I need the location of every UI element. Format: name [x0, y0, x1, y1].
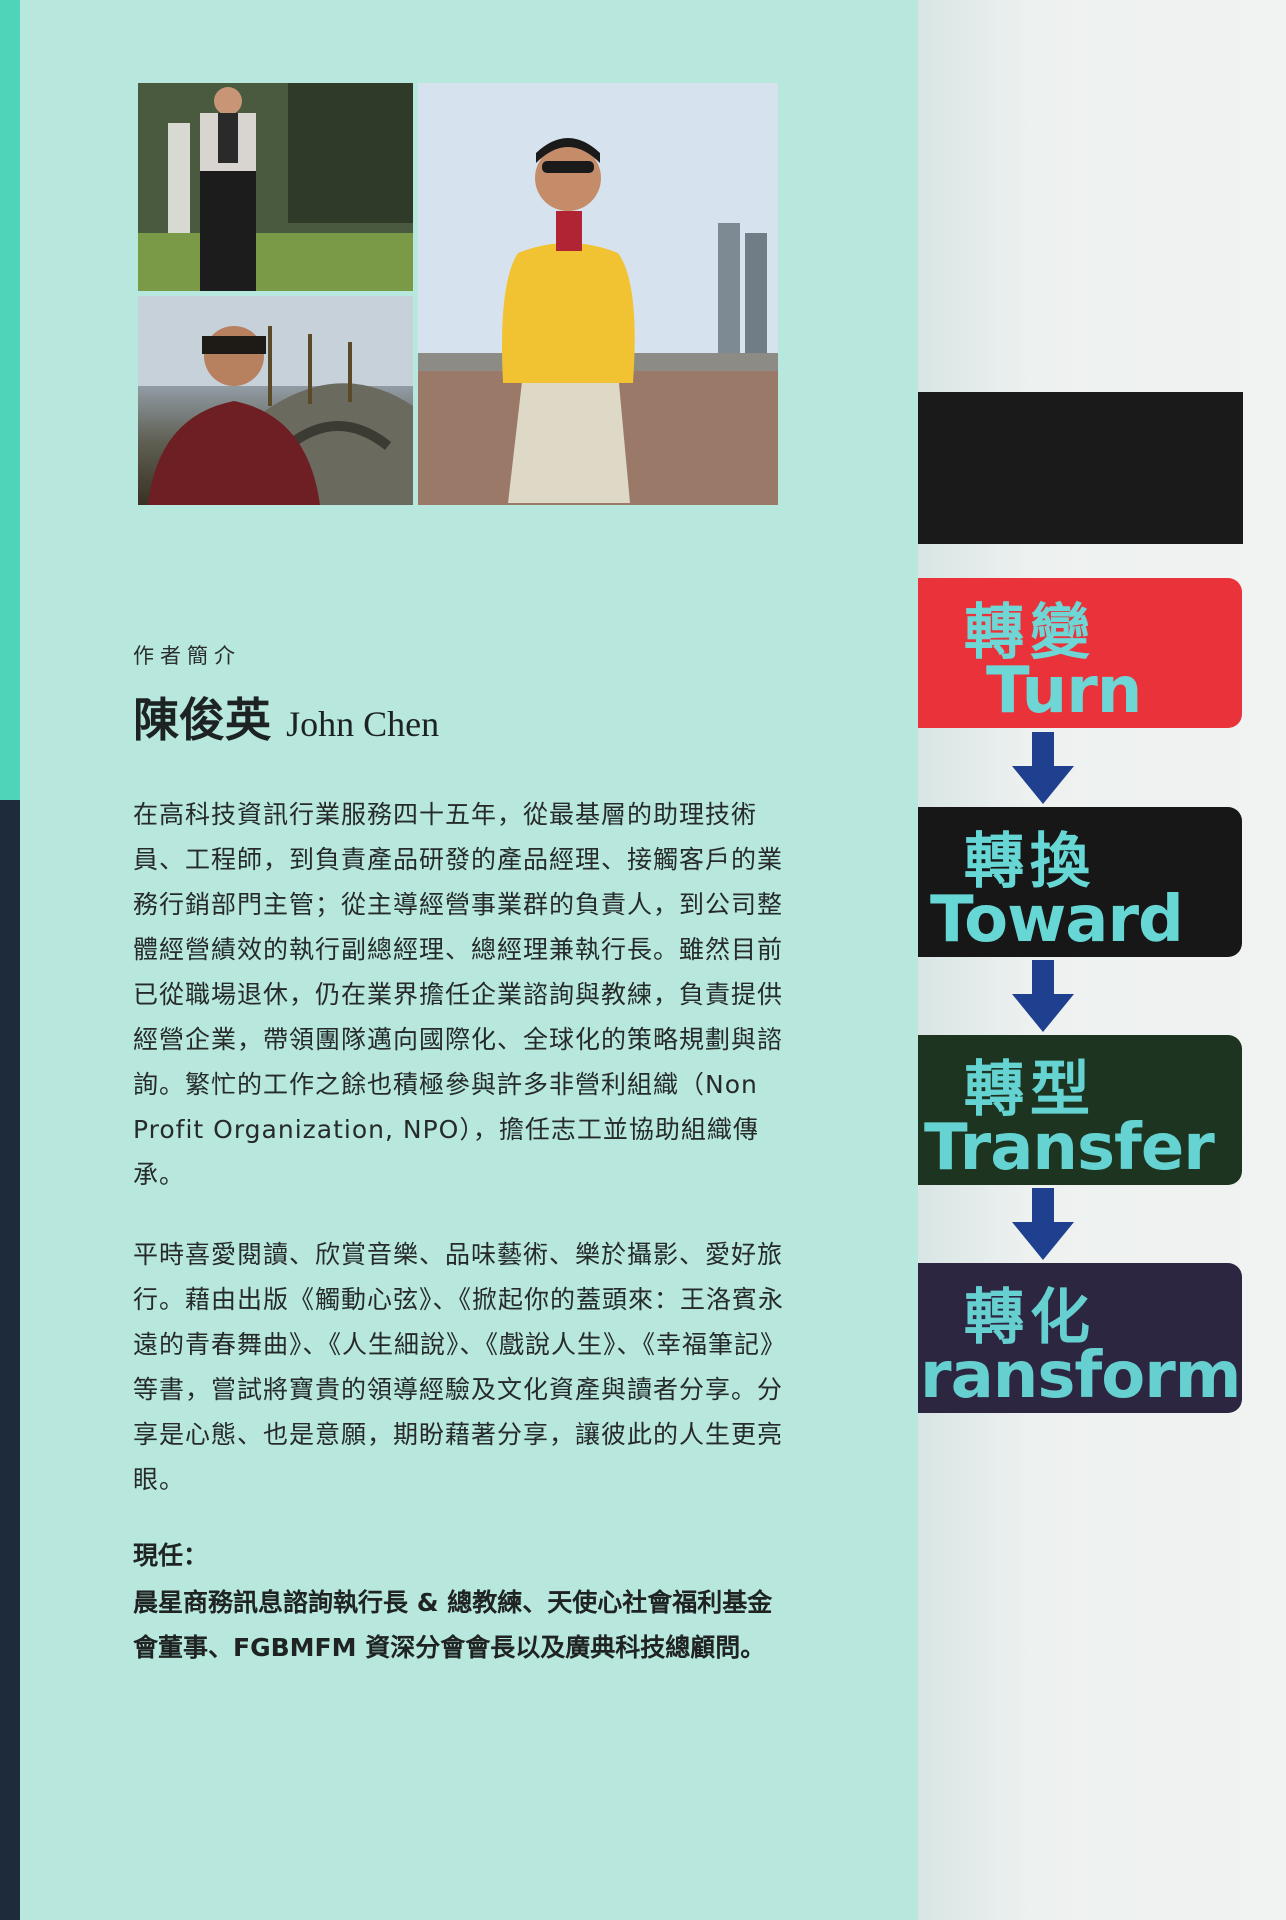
photo-bridge-illustration — [138, 296, 413, 505]
author-name-cn: 陳俊英 — [133, 693, 271, 747]
step-4-cn: 轉化 — [964, 1283, 1096, 1353]
author-intro-heading: 作者簡介 — [133, 644, 241, 668]
author-bio-paragraph-2: 平時喜愛閱讀、欣賞音樂、品味藝術、樂於攝影、愛好旅行。藉由出版《觸動心弦》、《掀… — [133, 1240, 787, 1494]
cover-black-band — [918, 392, 1243, 544]
author-name-en: John Chen — [286, 704, 440, 744]
author-photo-park — [138, 83, 413, 291]
current-position-text: 晨星商務訊息諮詢執行長 & 總教練、天使心社會福利基金會董事、FGBMFM 資深… — [133, 1588, 773, 1662]
arrow-down-icon — [1012, 960, 1074, 1032]
step-box-turn: 轉變 Turn — [918, 578, 1242, 728]
step-box-toward: 轉換 Toward — [918, 807, 1242, 957]
step-2-cn: 轉換 — [964, 827, 1096, 897]
author-photo-bridge — [138, 296, 413, 505]
back-cover-panel — [918, 0, 1286, 1920]
current-position-label: 現任： — [133, 1541, 209, 1570]
step-1-cn: 轉變 — [964, 598, 1096, 668]
step-2-en: Toward — [930, 883, 1184, 957]
photo-nyc-illustration — [418, 83, 778, 505]
flap-edge-accent — [0, 0, 20, 800]
author-photo-collage — [138, 83, 778, 505]
arrow-down-icon — [1012, 732, 1074, 804]
author-name: 陳俊英 John Chen — [133, 684, 439, 750]
step-4-en: ransform — [920, 1339, 1241, 1413]
step-1-en: Turn — [986, 654, 1142, 728]
flap-edge-shadow — [0, 800, 20, 1920]
author-photo-nyc — [418, 83, 778, 505]
step-3-en: Transfer — [924, 1111, 1215, 1185]
photo-park-illustration — [138, 83, 413, 291]
step-box-transform: 轉化 ransform — [918, 1263, 1242, 1413]
step-box-transfer: 轉型 Transfer — [918, 1035, 1242, 1185]
step-3-cn: 轉型 — [964, 1055, 1096, 1125]
arrow-down-icon — [1012, 1188, 1074, 1260]
author-bio-paragraph-1: 在高科技資訊行業服務四十五年，從最基層的助理技術員、工程師，到負責產品研發的產品… — [133, 800, 784, 1189]
